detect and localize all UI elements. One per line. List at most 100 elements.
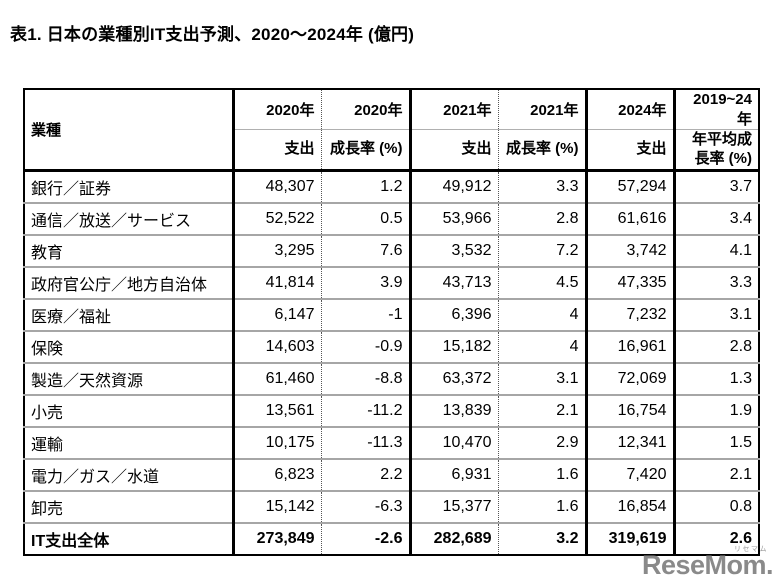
value-cell: 6,823 <box>233 458 322 491</box>
value-cell: 1.5 <box>674 426 759 459</box>
value-cell: 0.5 <box>321 202 412 235</box>
value-cell: -1 <box>321 298 412 331</box>
value-cell: 12,341 <box>586 426 676 459</box>
value-cell: -2.6 <box>321 522 412 555</box>
value-cell: 319,619 <box>586 522 676 555</box>
header-year-2020-spend: 2020年 <box>233 89 322 130</box>
value-cell: -6.3 <box>321 490 412 523</box>
table-row: 小売 13,561 -11.2 13,839 2.1 16,754 1.9 <box>24 394 759 427</box>
value-cell: 43,713 <box>410 266 499 299</box>
header-measure-2020-spend: 支出 <box>233 129 322 172</box>
table-row: 政府官公庁／地方自治体 41,814 3.9 43,713 4.5 47,335 3.3 <box>24 266 759 299</box>
value-cell: 47,335 <box>586 266 676 299</box>
value-cell: 3.4 <box>674 202 759 235</box>
header-year-2021-growth: 2021年 <box>498 89 588 130</box>
value-cell: 41,814 <box>233 266 322 299</box>
value-cell: 6,396 <box>410 298 499 331</box>
header-industry: 業種 <box>24 89 235 172</box>
value-cell: 0.8 <box>674 490 759 523</box>
header-year-2020-growth: 2020年 <box>321 89 412 130</box>
value-cell: 49,912 <box>410 169 499 203</box>
value-cell: 4 <box>498 330 588 363</box>
value-cell: 2.9 <box>498 426 588 459</box>
header-row-measures: 支出 成長率 (%) 支出 成長率 (%) 支出 年平均成長率 (%) <box>24 129 759 172</box>
value-cell: 6,931 <box>410 458 499 491</box>
value-cell: 16,854 <box>586 490 676 523</box>
value-cell: 1.6 <box>498 458 588 491</box>
page-title: 表1. 日本の業種別IT支出予測、2020〜2024年 (億円) <box>10 25 415 44</box>
value-cell: 4 <box>498 298 588 331</box>
value-cell: 7.2 <box>498 234 588 267</box>
value-cell: 2.2 <box>321 458 412 491</box>
value-cell: 10,175 <box>233 426 322 459</box>
industry-cell: 製造／天然資源 <box>24 362 235 395</box>
value-cell: 4.5 <box>498 266 588 299</box>
value-cell: 14,603 <box>233 330 322 363</box>
table-header: 業種 2020年 2020年 2021年 2021年 2024年 2019~24… <box>24 89 759 172</box>
value-cell: 3.3 <box>674 266 759 299</box>
header-measure-2020-growth: 成長率 (%) <box>321 129 412 172</box>
value-cell: 7,420 <box>586 458 676 491</box>
value-cell: 273,849 <box>233 522 322 555</box>
industry-cell: 銀行／証券 <box>24 169 235 203</box>
value-cell: 2.6 <box>674 522 759 555</box>
value-cell: 7,232 <box>586 298 676 331</box>
value-cell: 15,377 <box>410 490 499 523</box>
value-cell: 72,069 <box>586 362 676 395</box>
resemom-logo: リセマム ReseMom. <box>642 546 774 579</box>
resemom-logo-ruby: リセマム <box>734 546 768 553</box>
value-cell: 2.8 <box>674 330 759 363</box>
value-cell: 1.9 <box>674 394 759 427</box>
value-cell: 4.1 <box>674 234 759 267</box>
value-cell: 16,754 <box>586 394 676 427</box>
header-row-years: 業種 2020年 2020年 2021年 2021年 2024年 2019~24… <box>24 89 759 172</box>
industry-cell: 通信／放送／サービス <box>24 202 235 235</box>
value-cell: 63,372 <box>410 362 499 395</box>
value-cell: 48,307 <box>233 169 322 203</box>
header-measure-2024-spend: 支出 <box>586 129 676 172</box>
value-cell: 52,522 <box>233 202 322 235</box>
value-cell: -11.3 <box>321 426 412 459</box>
table-row: 医療／福祉 6,147 -1 6,396 4 7,232 3.1 <box>24 298 759 331</box>
value-cell: 61,460 <box>233 362 322 395</box>
table-row: 製造／天然資源 61,460 -8.8 63,372 3.1 72,069 1.3 <box>24 362 759 395</box>
table-row: 電力／ガス／水道 6,823 2.2 6,931 1.6 7,420 2.1 <box>24 458 759 491</box>
value-cell: 7.6 <box>321 234 412 267</box>
table-row: 銀行／証券 48,307 1.2 49,912 3.3 57,294 3.7 <box>24 169 759 203</box>
value-cell: 3,295 <box>233 234 322 267</box>
it-spending-table: 業種 2020年 2020年 2021年 2021年 2024年 2019~24… <box>23 88 760 556</box>
table-row: 運輸 10,175 -11.3 10,470 2.9 12,341 1.5 <box>24 426 759 459</box>
value-cell: 3.3 <box>498 169 588 203</box>
table-row: 教育 3,295 7.6 3,532 7.2 3,742 4.1 <box>24 234 759 267</box>
value-cell: 15,182 <box>410 330 499 363</box>
value-cell: 1.3 <box>674 362 759 395</box>
industry-cell: 電力／ガス／水道 <box>24 458 235 491</box>
value-cell: 57,294 <box>586 169 676 203</box>
value-cell: -8.8 <box>321 362 412 395</box>
value-cell: 1.6 <box>498 490 588 523</box>
header-year-2019-24: 2019~24年 <box>693 90 752 128</box>
value-cell: 6,147 <box>233 298 322 331</box>
table-row: 保険 14,603 -0.9 15,182 4 16,961 2.8 <box>24 330 759 363</box>
industry-cell: 小売 <box>24 394 235 427</box>
table-row: 通信／放送／サービス 52,522 0.5 53,966 2.8 61,616 3.4 <box>24 202 759 235</box>
value-cell: 2.1 <box>498 394 588 427</box>
industry-cell: 保険 <box>24 330 235 363</box>
header-measure-2021-spend: 支出 <box>410 129 499 172</box>
industry-cell: 教育 <box>24 234 235 267</box>
table-row: 卸売 15,142 -6.3 15,377 1.6 16,854 0.8 <box>24 490 759 523</box>
value-cell: 10,470 <box>410 426 499 459</box>
value-cell: 1.2 <box>321 169 412 203</box>
value-cell: 16,961 <box>586 330 676 363</box>
value-cell: 3.9 <box>321 266 412 299</box>
industry-cell: IT支出全体 <box>24 522 235 555</box>
header-measure-2021-growth: 成長率 (%) <box>498 129 588 172</box>
value-cell: 61,616 <box>586 202 676 235</box>
industry-cell: 運輸 <box>24 426 235 459</box>
value-cell: 13,561 <box>233 394 322 427</box>
industry-cell: 卸売 <box>24 490 235 523</box>
table-row: IT支出全体 273,849 -2.6 282,689 3.2 319,619 2.6 <box>24 522 759 555</box>
value-cell: 3.1 <box>498 362 588 395</box>
value-cell: 2.8 <box>498 202 588 235</box>
